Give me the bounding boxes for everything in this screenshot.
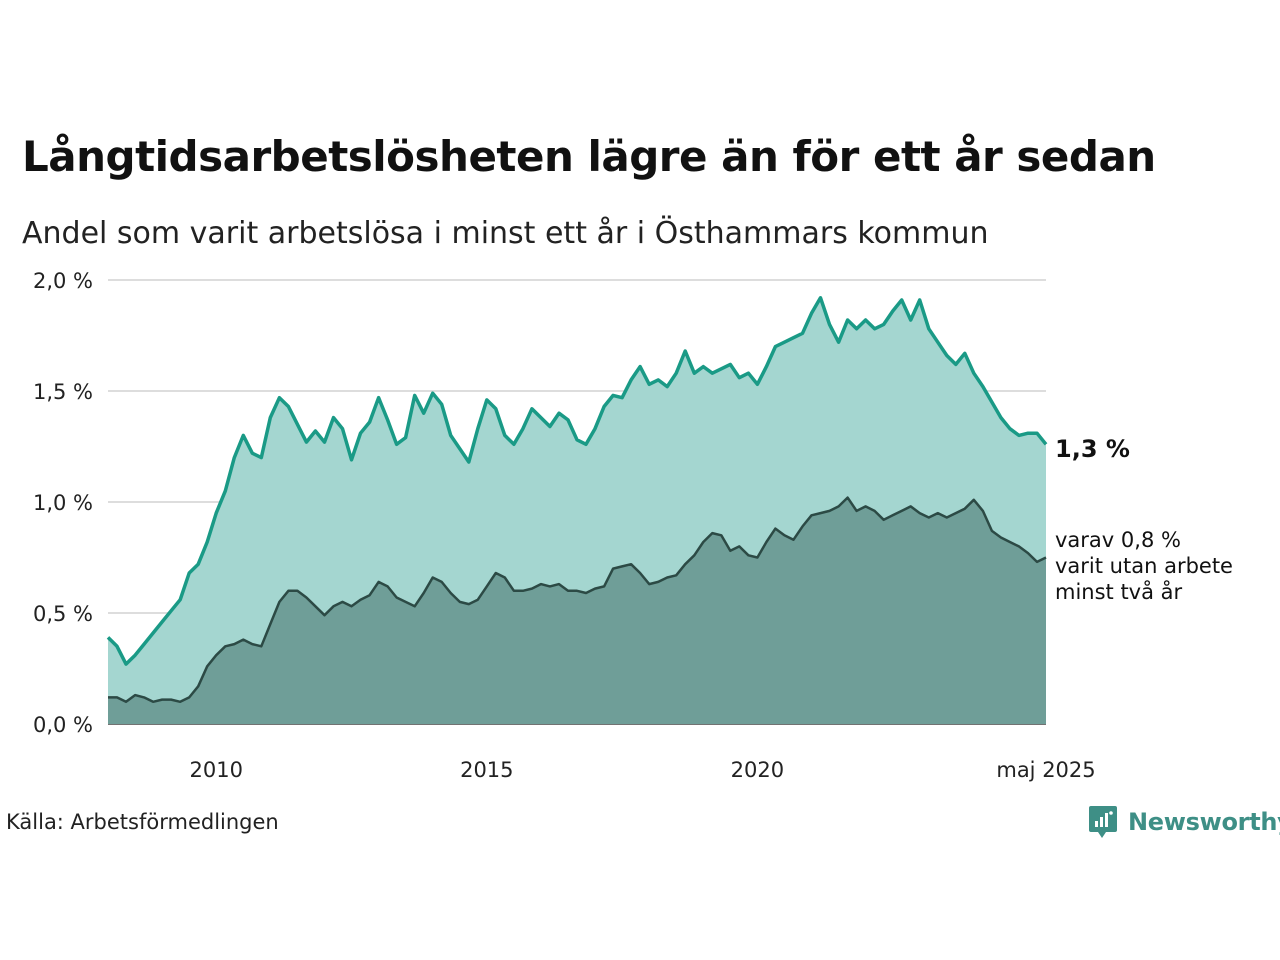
series-end-label-line: minst två år — [1055, 579, 1183, 604]
chart-title: Långtidsarbetslösheten lägre än för ett … — [22, 132, 1156, 181]
x-tick-label: maj 2025 — [996, 758, 1095, 782]
area-chart: 0,0 % 0,5 % 1,0 % 1,5 % 2,0 % 2010 2015 2020 maj… — [33, 269, 1233, 782]
brand-name: Newsworthy — [1128, 808, 1280, 836]
series-end-label: 1,3 % — [1055, 435, 1130, 463]
series-end-label: varav 0,8 % — [1055, 528, 1181, 552]
newsworthy-logo-icon — [1089, 806, 1117, 838]
series-area-1 — [108, 497, 1046, 724]
chart-subtitle: Andel som varit arbetslösa i minst ett å… — [22, 216, 989, 251]
brand-logo: Newsworthy — [1088, 804, 1280, 840]
source-note: Källa: Arbetsförmedlingen — [6, 810, 279, 834]
series-end-label-line: varit utan arbete — [1055, 554, 1233, 578]
y-tick-label: 0,5 % — [33, 602, 93, 626]
series-line-0 — [106, 296, 1048, 666]
y-tick-label: 0,0 % — [33, 713, 93, 737]
y-tick-label: 2,0 % — [33, 269, 93, 293]
x-tick-label: 2015 — [460, 758, 513, 782]
x-tick-label: 2020 — [731, 758, 784, 782]
x-tick-label: 2010 — [190, 758, 243, 782]
y-tick-label: 1,0 % — [33, 491, 93, 515]
series-line-1 — [108, 496, 1047, 704]
y-tick-label: 1,5 % — [33, 380, 93, 404]
